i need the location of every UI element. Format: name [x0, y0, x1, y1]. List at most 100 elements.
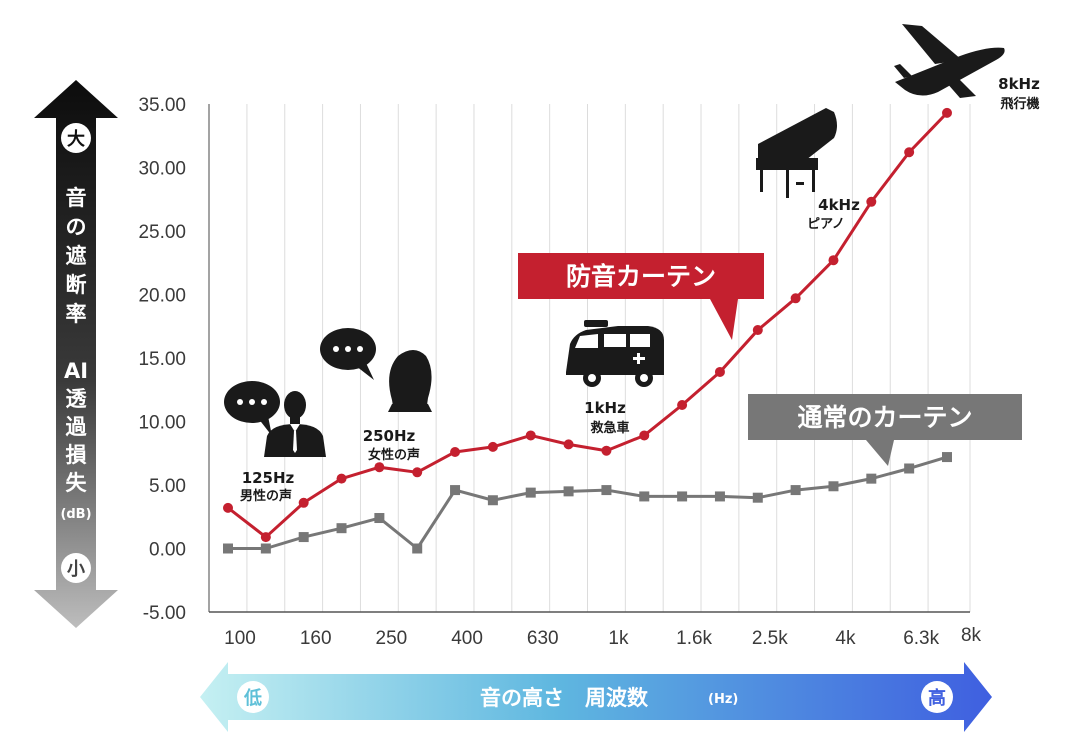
data-point	[601, 445, 612, 456]
annotation-label: 女性の声	[368, 447, 420, 463]
data-point	[563, 439, 574, 450]
callout-soundproof-label: 防音カーテン	[566, 262, 716, 291]
x-axis-arrow: 低 音の高さ 周波数 (Hz) 高	[200, 662, 992, 732]
y-axis-title-char: 遮	[66, 244, 87, 268]
data-point	[677, 491, 688, 502]
data-point	[412, 467, 423, 478]
x-tick-label: 100	[224, 628, 256, 649]
data-point	[336, 523, 347, 534]
series-normal	[223, 452, 952, 554]
y-axis-title-char: 音	[66, 186, 87, 210]
data-point	[374, 513, 385, 524]
series-soundproof	[223, 107, 952, 543]
x-right-circle	[921, 681, 953, 713]
y-axis-unit: (dB)	[60, 507, 91, 522]
x-axis-unit: (Hz)	[708, 692, 738, 707]
data-point	[336, 473, 347, 484]
annotation-frequency: 1kHz	[584, 399, 626, 417]
y-top-label: 大	[67, 128, 85, 150]
data-point	[450, 485, 461, 496]
airplane-icon	[894, 24, 1005, 98]
y-tick-label: -5.00	[143, 603, 186, 624]
data-point	[639, 430, 650, 441]
x-right-label: 高	[928, 687, 946, 709]
data-point	[677, 399, 688, 410]
y-tick-label: 20.00	[138, 286, 186, 307]
callout-normal-label: 通常のカーテン	[797, 403, 972, 432]
data-point	[790, 485, 801, 496]
data-point	[714, 491, 725, 502]
x-tick-label: 6.3k	[903, 628, 939, 649]
annotation-frequency: 125Hz	[242, 469, 295, 487]
y-tick-label: 10.00	[138, 413, 186, 434]
y-axis-subtitle-char: AI	[64, 359, 88, 383]
annotation-frequency: 8kHz	[998, 75, 1040, 93]
data-point	[904, 147, 915, 158]
x-tick-label: 1.6k	[676, 628, 712, 649]
y-bottom-circle	[61, 553, 91, 583]
callout-normal: 通常のカーテン	[748, 394, 1022, 466]
data-point	[260, 543, 271, 554]
data-point	[260, 532, 271, 543]
y-axis-title-char: の	[66, 215, 87, 239]
data-point	[904, 463, 915, 474]
y-tick-label: 5.00	[149, 476, 186, 497]
x-left-circle	[237, 681, 269, 713]
y-tick-label: 35.00	[138, 95, 186, 116]
y-tick-label: 0.00	[149, 540, 186, 561]
y-axis-title-char: 断	[66, 273, 87, 297]
x-tick-label: 4k	[835, 628, 856, 649]
plot-area: 35.00 30.00 25.00 20.00 15.00 10.00 5.00 0.00 -5…	[138, 95, 981, 649]
series-line	[228, 455, 948, 550]
data-point	[223, 543, 233, 554]
data-point	[866, 473, 877, 484]
data-point	[714, 366, 725, 377]
data-point	[450, 446, 461, 457]
data-point	[298, 497, 309, 508]
data-point	[563, 486, 574, 497]
data-point	[790, 293, 801, 304]
annotation-frequency: 4kHz	[818, 196, 860, 214]
data-point	[374, 462, 385, 473]
data-point	[223, 502, 233, 513]
callout-soundproof: 防音カーテン	[518, 253, 764, 340]
x-tick-label: 1k	[608, 628, 629, 649]
male-speaker-icon	[264, 391, 326, 457]
x-left-label: 低	[243, 687, 262, 709]
x-tick-label: 630	[527, 628, 559, 649]
x-arrow-shape	[200, 662, 992, 732]
y-axis-subtitle-char: 過	[66, 415, 88, 439]
x-tick-label: 2.5k	[752, 628, 788, 649]
annotation-frequency: 250Hz	[363, 427, 416, 445]
speech-bubble-icon	[320, 328, 376, 380]
annotation-label: 飛行機	[999, 96, 1039, 112]
y-axis-subtitle-char: 損	[66, 443, 88, 467]
speech-bubble-icon	[224, 381, 280, 436]
data-point	[942, 452, 952, 463]
y-tick-labels: 35.00 30.00 25.00 20.00 15.00 10.00 5.00 0.00 -5…	[138, 95, 186, 624]
data-point	[752, 325, 763, 336]
x-tick-label: 400	[451, 628, 483, 649]
y-axis-subtitle-char: 透	[66, 387, 88, 411]
data-point	[525, 487, 536, 498]
data-point	[601, 485, 612, 496]
x-tick-label: 160	[300, 628, 332, 649]
annotation-label: 救急車	[590, 420, 629, 436]
y-top-circle	[61, 123, 91, 153]
x-tick-label: 250	[376, 628, 408, 649]
annotation-label: ピアノ	[807, 217, 845, 232]
y-tick-label: 25.00	[138, 222, 186, 243]
data-point	[828, 255, 839, 266]
data-point	[487, 441, 498, 452]
piano-icon	[756, 108, 837, 198]
grid-lines	[246, 104, 971, 612]
data-point	[487, 495, 498, 506]
data-point	[752, 492, 763, 503]
data-point	[412, 543, 423, 554]
data-point	[298, 532, 309, 543]
annotation-label: 男性の声	[240, 488, 292, 504]
y-tick-label: 30.00	[138, 159, 186, 180]
